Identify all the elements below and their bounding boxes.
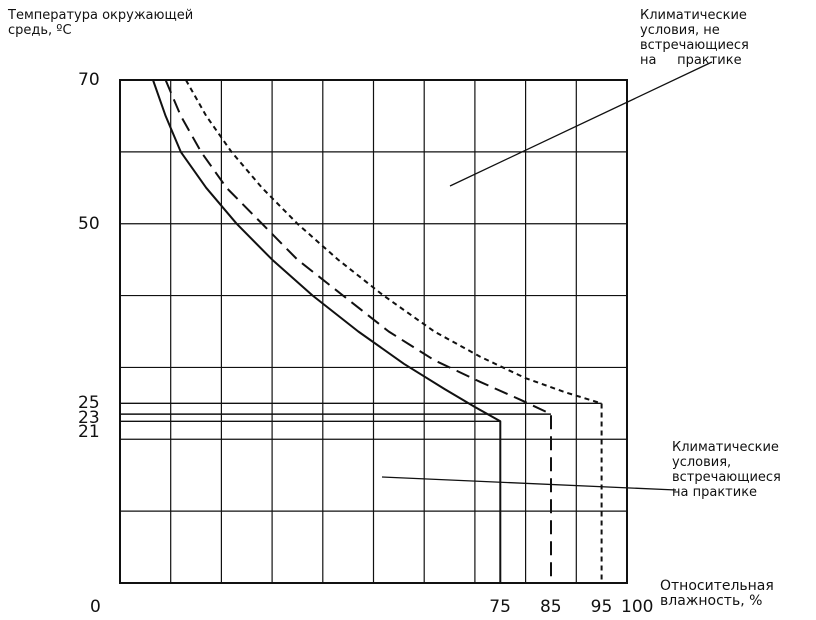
grid bbox=[119, 79, 628, 584]
x-axis-label: Относительная влажность, % bbox=[660, 578, 774, 609]
y-tick-label: 50 bbox=[78, 213, 100, 234]
x-tick-label: 85 bbox=[539, 597, 562, 617]
y-tick-label: 25 bbox=[78, 393, 100, 414]
x-tick-label: 0 bbox=[90, 597, 101, 617]
y-tick-label: 70 bbox=[78, 70, 100, 90]
x-tick-label: 75 bbox=[489, 597, 511, 617]
series-dotted bbox=[185, 79, 603, 583]
annotation-leader-upper bbox=[449, 61, 713, 187]
curves bbox=[120, 79, 603, 583]
series-solid bbox=[152, 79, 502, 583]
annotation-leader-lower bbox=[381, 476, 677, 491]
x-tick-label: 95 bbox=[590, 597, 613, 617]
annotation-occurring: Климатические условия, встречающиеся на … bbox=[672, 440, 781, 500]
y-tick-label: 21 bbox=[78, 422, 100, 443]
y-tick-label: 23 bbox=[78, 407, 100, 428]
annotation-not-occurring: Климатические условия, не встречающиеся … bbox=[640, 8, 749, 68]
y-axis-label: Температура окружающей средь, ºC bbox=[8, 8, 194, 38]
x-tick-label: 100 bbox=[621, 597, 654, 617]
series-dashed bbox=[164, 79, 552, 583]
